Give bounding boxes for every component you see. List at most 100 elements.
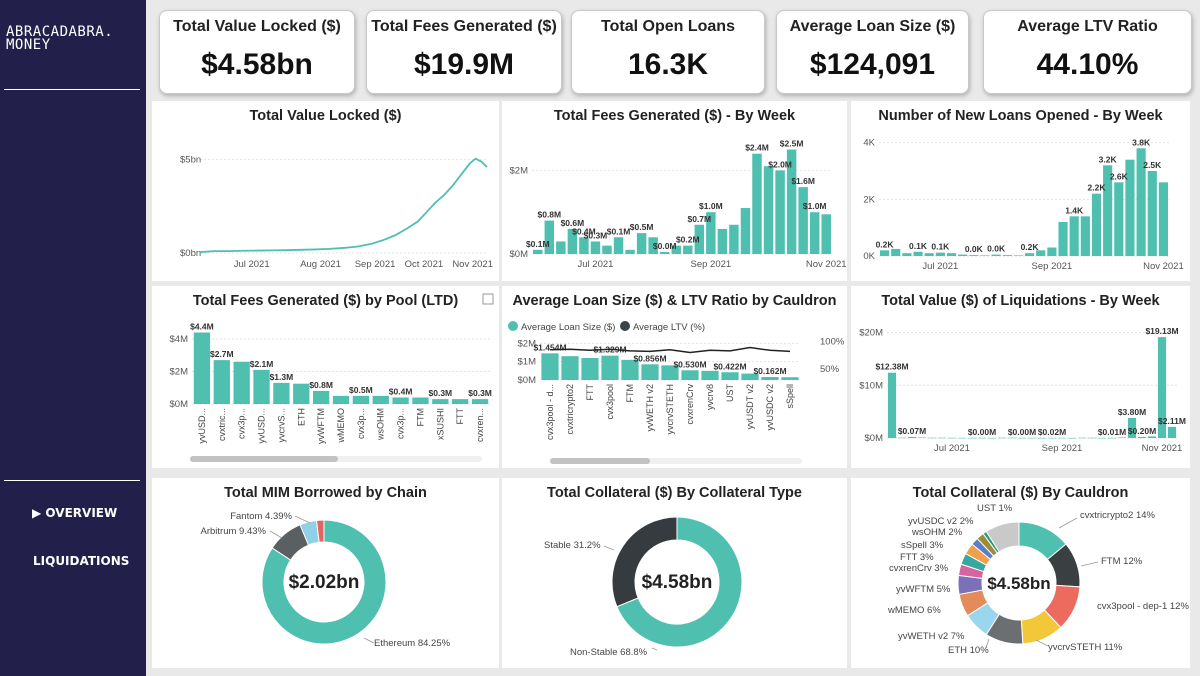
bar: [1114, 182, 1124, 256]
y-tick-label: $20M: [859, 328, 883, 339]
bar: [935, 252, 945, 256]
data-label: $0.422M: [713, 361, 746, 371]
x-tick-label: FTM: [625, 384, 635, 403]
bar: [601, 355, 619, 380]
bar: [613, 237, 624, 254]
bar: [740, 208, 751, 254]
data-label: $1.454M: [533, 342, 566, 352]
data-label: $12.38M: [875, 362, 908, 372]
data-label: 0.2K: [876, 239, 895, 249]
kpi-card-tvl: Total Value Locked ($) $4.58bn: [159, 10, 355, 94]
tvl-line: [199, 157, 488, 253]
data-label: $0.1M: [526, 239, 550, 249]
bar: [332, 395, 350, 404]
bar: [1147, 171, 1157, 256]
nav-overview[interactable]: ▶ OVERVIEW: [32, 506, 117, 520]
x-tick-label: xSUSHI: [435, 408, 445, 440]
x-tick-label: Sep 2021: [1032, 261, 1073, 272]
ltv-line: [549, 346, 791, 354]
bar: [902, 253, 912, 256]
nav-liquidations[interactable]: LIQUIDATIONS: [33, 554, 129, 568]
bar: [471, 399, 489, 404]
slice-label: ETH 10%: [948, 645, 989, 656]
x-tick-label: cvxtric...: [217, 408, 227, 441]
bar: [1069, 216, 1079, 256]
bar: [1047, 437, 1057, 439]
x-tick-label: FTM: [415, 408, 425, 427]
slice-label: Ethereum 84.25%: [374, 638, 451, 649]
bar: [1025, 253, 1035, 256]
bar: [729, 224, 739, 254]
bar: [1147, 436, 1157, 438]
bar: [541, 353, 559, 380]
data-label: $0.8M: [537, 210, 561, 220]
bar: [579, 237, 589, 254]
data-label: 0.1K: [909, 241, 928, 251]
x-tick-label: yvUSDT v2: [745, 384, 755, 429]
bar: [991, 254, 1001, 256]
y-tick-label: 2K: [863, 194, 875, 205]
pie-slice: [261, 519, 387, 645]
x-tick-label: cvx3pool - d...: [545, 384, 555, 440]
bar: [625, 249, 635, 254]
data-label: $0.1M: [607, 226, 631, 236]
leader-line: [294, 515, 311, 524]
data-label: $0.530M: [673, 359, 706, 369]
donut-center-label: $4.58bn: [642, 572, 713, 593]
panel-tvl: Total Value Locked ($) $0bn $5bn Jul 2021 Au…: [152, 101, 499, 281]
x-tick-label: yvcrvS...: [276, 408, 286, 443]
bar: [1007, 437, 1017, 439]
bar: [293, 383, 310, 404]
app-logo: ABRACADABRA. MONEY: [6, 24, 114, 53]
bar: [1002, 255, 1012, 256]
bar: [1137, 436, 1147, 438]
data-label: $3.80M: [1118, 407, 1146, 417]
data-label: $2.1M: [250, 359, 274, 369]
bar: [997, 437, 1007, 439]
x-tick-label: Jul 2021: [234, 259, 270, 270]
bar: [213, 360, 230, 404]
legend-label: Average LTV (%): [633, 322, 705, 333]
y-tick-label: $0M: [865, 433, 884, 444]
bar: [977, 437, 987, 439]
bar: [880, 250, 890, 256]
y-tick-label: $5bn: [180, 155, 201, 166]
bar: [681, 370, 699, 380]
bar: [967, 437, 977, 439]
x-tick-label: yvWFTM: [316, 408, 326, 444]
donut-center-label: $4.58bn: [987, 574, 1050, 593]
x-tick-label: Nov 2021: [1143, 261, 1184, 272]
bar: [1013, 255, 1023, 256]
bar: [987, 437, 997, 439]
x-tick-label: cvx3p...: [237, 408, 247, 439]
bar: [781, 377, 799, 380]
kpi-card-fees: Total Fees Generated ($) $19.9M: [366, 10, 562, 94]
nav-overview-label: OVERVIEW: [45, 506, 118, 520]
bar: [1158, 182, 1168, 256]
data-label: $0.3M: [429, 388, 453, 398]
kpi-title: Total Fees Generated ($): [371, 18, 557, 35]
x-tick-label: wMEMO: [336, 408, 346, 444]
panel-mim-chain: Total MIM Borrowed by Chain $2.02bn Ethere…: [152, 478, 499, 668]
slice-label: yvWFTM 5%: [896, 584, 951, 595]
data-label: 3.8K: [1132, 137, 1151, 147]
data-label: $0.8M: [309, 380, 333, 390]
play-icon: ▶: [32, 506, 42, 520]
y-tick-label: $0M: [510, 249, 529, 260]
data-label: $0.6M: [561, 218, 585, 228]
data-label: $0.4M: [572, 226, 596, 236]
x-tick-label: FTT: [455, 408, 465, 425]
chart-title: Total Value ($) of Liquidations - By Wee…: [881, 293, 1160, 309]
chart-liquidations: Total Value ($) of Liquidations - By Wee…: [859, 293, 1186, 454]
y-tick-label: $0bn: [180, 248, 201, 259]
kpi-title: Total Open Loans: [601, 18, 735, 35]
bar: [798, 187, 808, 254]
bar: [1036, 250, 1046, 256]
chart-title: Total Collateral ($) By Cauldron: [913, 485, 1129, 501]
bar: [752, 153, 762, 254]
y-tick-label: $2M: [510, 165, 529, 176]
bar: [897, 437, 907, 439]
pie-slice: [985, 521, 1020, 553]
data-label: $2.4M: [745, 143, 769, 153]
slice-label: yvcrvSTETH 11%: [1048, 642, 1123, 653]
